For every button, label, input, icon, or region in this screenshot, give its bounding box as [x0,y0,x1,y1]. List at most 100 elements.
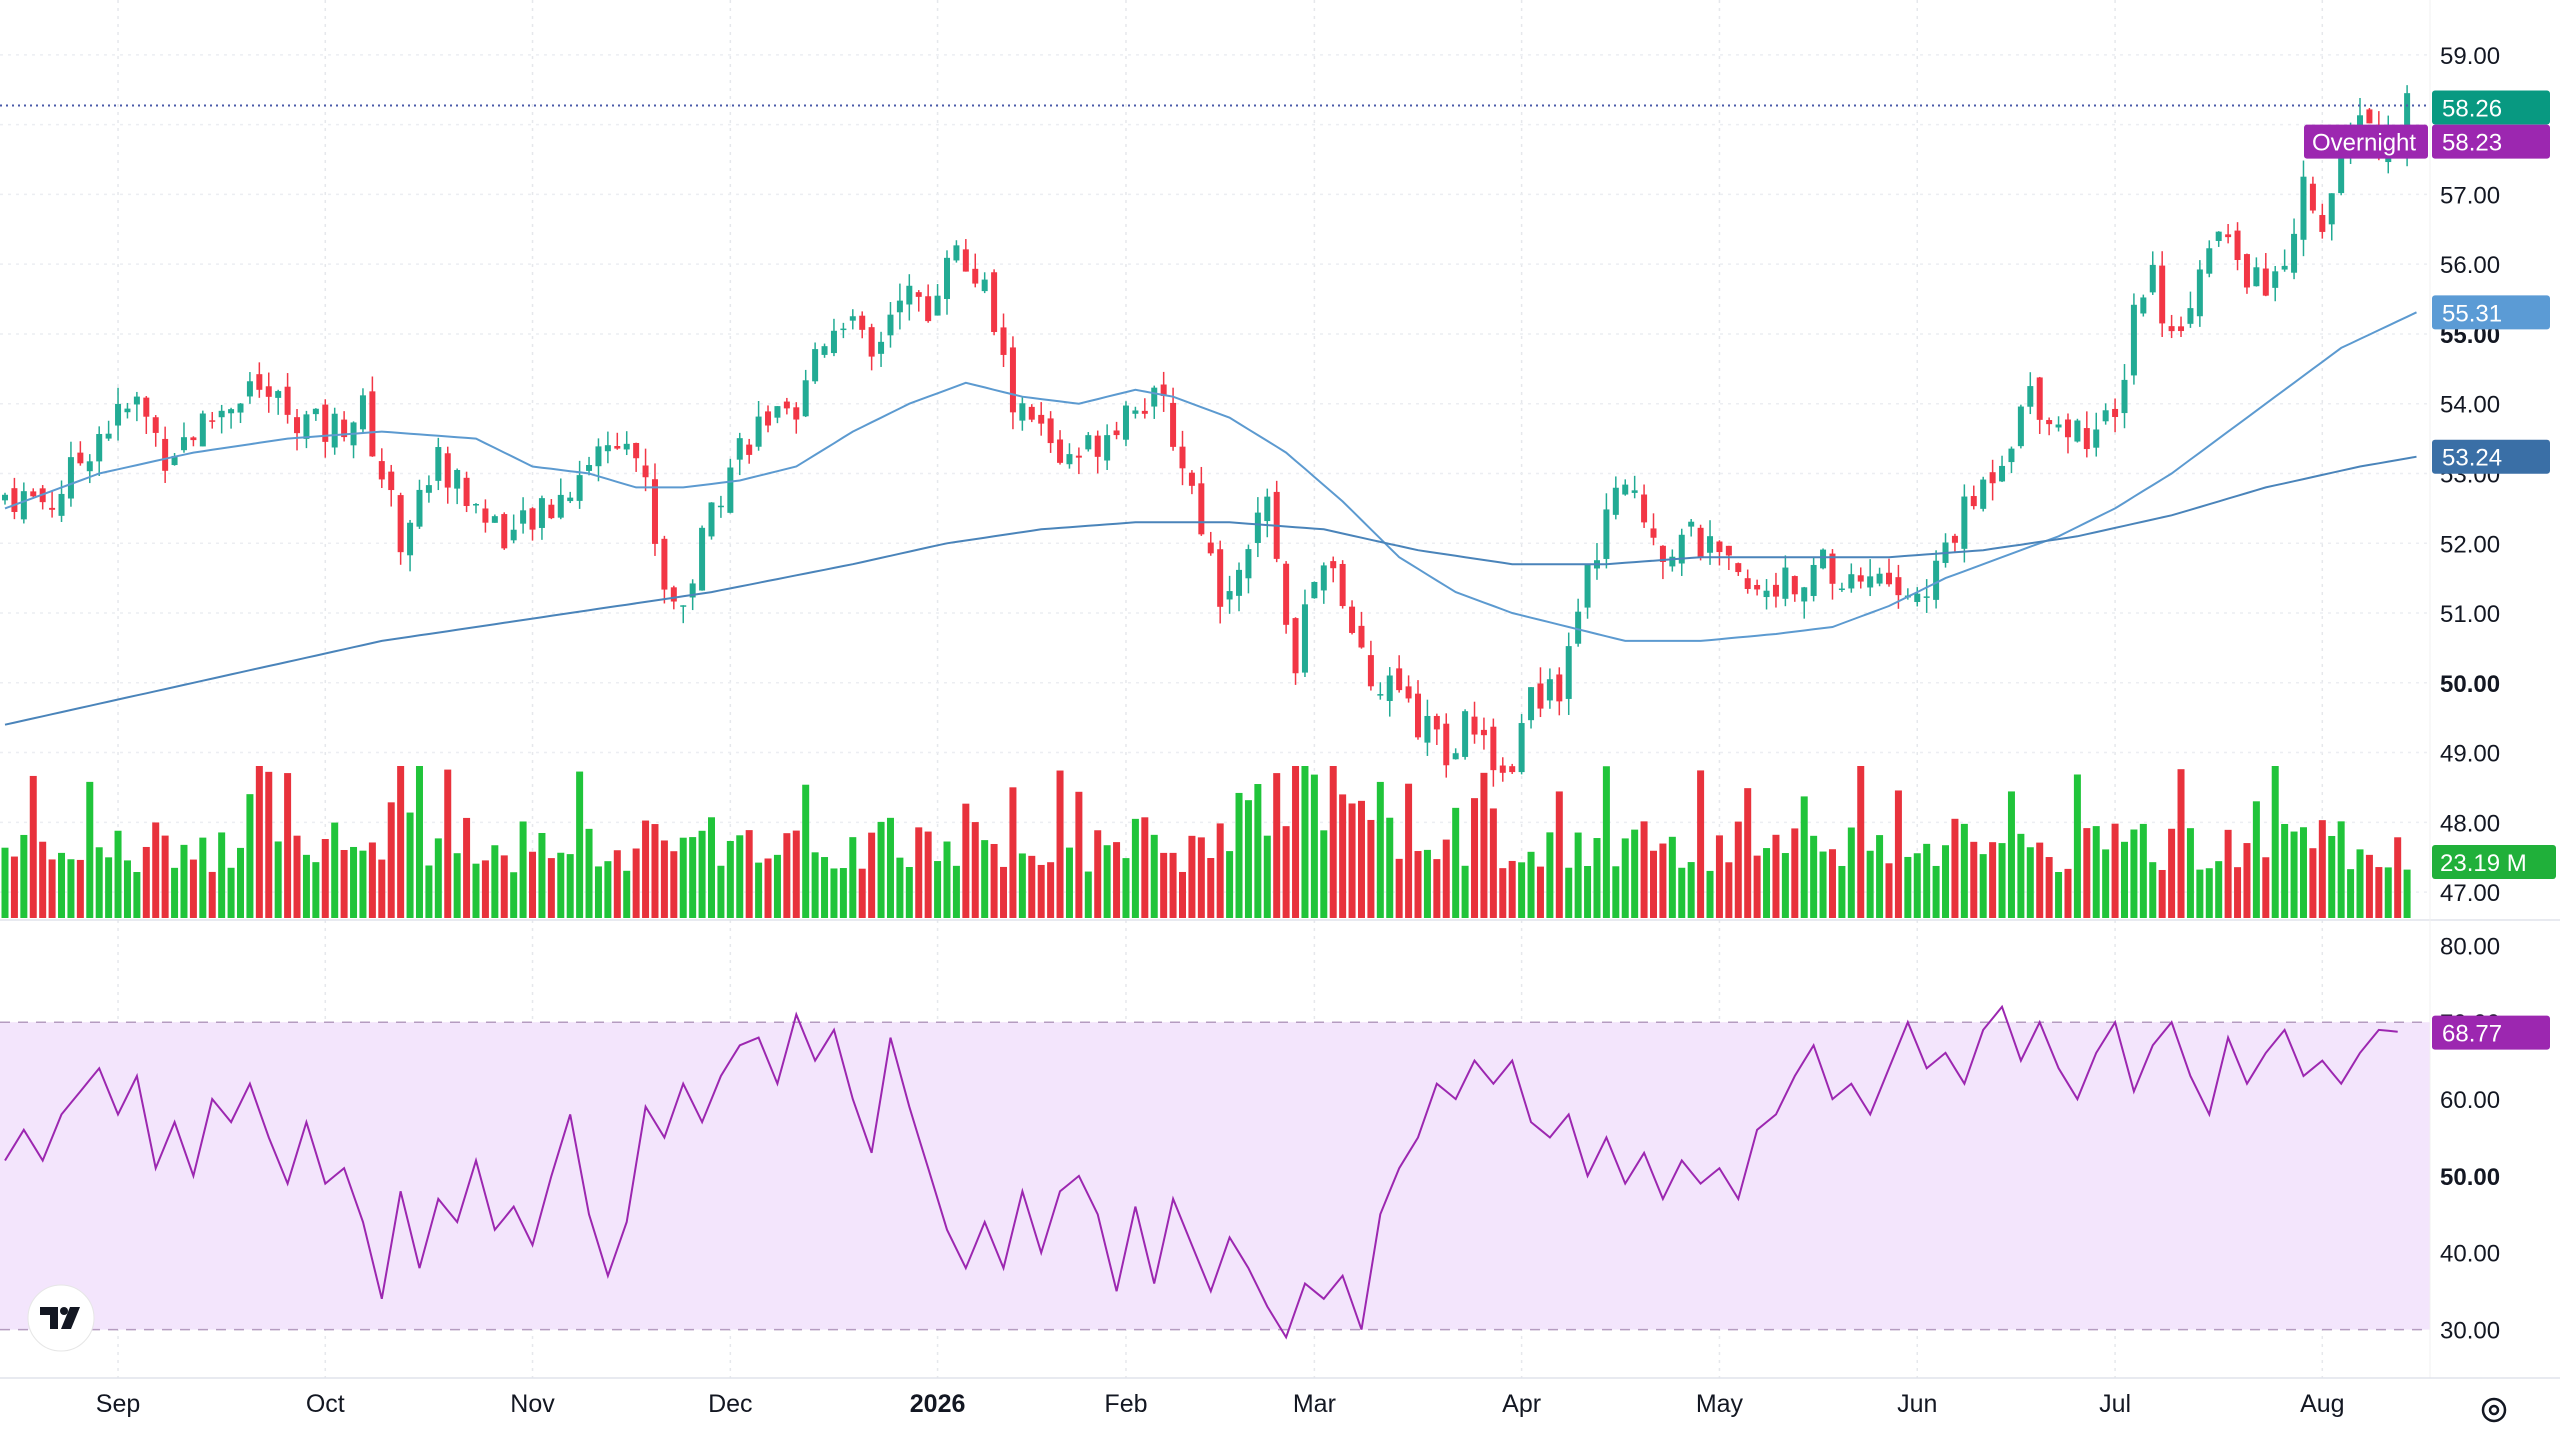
time-axis-label: Feb [1104,1390,1147,1418]
candle-body [1047,418,1054,444]
candle [1217,540,1224,624]
volume-bar [208,871,216,918]
volume-bar [331,822,339,918]
candle [2234,222,2241,271]
volume-bar [2007,791,2015,918]
volume-bar [2121,841,2128,918]
candle [228,407,235,429]
candle [896,283,903,330]
candle [793,402,800,434]
candle [303,410,310,449]
candle-body [972,268,979,284]
volume-bar [642,820,650,918]
candle [680,605,687,624]
volume-bar [1876,835,1884,918]
candle-body [2130,304,2137,376]
volume-bar [1763,848,1771,918]
candle [1254,497,1261,558]
volume-bar [2252,801,2260,918]
volume-bar [529,851,537,918]
candle-body [2102,410,2109,422]
volume-bar [1791,828,1799,918]
last-price-tag: 58.26 [2432,90,2550,125]
candle [1716,540,1723,566]
time-axis-label: May [1696,1390,1744,1418]
volume-bar [1452,807,1460,918]
candle [1094,430,1101,474]
candle [86,454,93,484]
volume-bar [2158,869,2166,918]
candle [124,402,131,419]
volume-bar [189,859,197,918]
candle [1820,548,1827,570]
candle-body [953,245,960,261]
volume-bar [67,859,75,918]
candle [2093,412,2100,457]
candle-body [1292,618,1299,674]
candle-body [830,330,837,354]
candle-body [20,491,27,520]
candle [755,400,762,451]
candle-body [463,477,470,506]
volume-bar [2196,869,2204,918]
candle-body [312,408,319,415]
settings-gear-icon[interactable] [2481,1397,2507,1423]
price-axis-label: 48.00 [2440,810,2500,837]
candle [284,373,291,424]
candle-body [1641,494,1648,523]
candle-body [887,314,894,336]
candle [614,432,621,450]
tradingview-logo[interactable] [27,1284,95,1352]
candle [1980,476,1987,512]
candle [1876,567,1883,587]
volume-bar [2394,837,2402,918]
volume-bar [2130,829,2138,918]
candle-body [2215,231,2222,241]
candle-body [218,410,225,418]
volume-bar [293,835,301,918]
candle [2187,291,2194,328]
candle-body [1857,575,1864,582]
candle [1867,559,1874,597]
candle [491,514,498,523]
candle-body [1537,683,1544,709]
candle [1075,447,1082,475]
volume-bar [1113,842,1121,918]
volume-bar [2365,854,2373,918]
volume-bar [444,769,452,918]
volume-bar [20,834,28,918]
candle [2291,218,2298,280]
candle-body [642,465,649,478]
candle-body [1631,490,1638,493]
candle-body [944,257,950,299]
candle [1697,524,1704,561]
volume-bar [538,832,546,918]
candle [567,491,574,504]
volume-bar [1047,862,1055,918]
candle-body [1725,545,1732,556]
gear-ring [2481,1397,2507,1423]
volume-bar [689,837,697,918]
candle-body [162,438,169,471]
volume-bar [566,854,574,918]
candle-body [1612,487,1619,515]
candle [444,446,451,504]
candle [1066,443,1073,469]
time-axis-label: Mar [1293,1390,1336,1418]
volume-bar [302,854,310,918]
candle [783,397,790,415]
candle-body [1999,465,2006,482]
volume-bar [76,859,84,918]
volume-bar [1405,783,1413,918]
candle [812,342,819,384]
overnight-tag: Overnight 58.23 [2304,124,2550,159]
volume-bar [1565,867,1573,918]
candle [2008,446,2015,474]
volume-bar [1150,834,1158,918]
candle [642,448,649,492]
volume-bar [1942,845,1950,918]
candle-body [2017,406,2024,447]
candle-body [802,380,809,417]
volume-bar [472,863,480,918]
